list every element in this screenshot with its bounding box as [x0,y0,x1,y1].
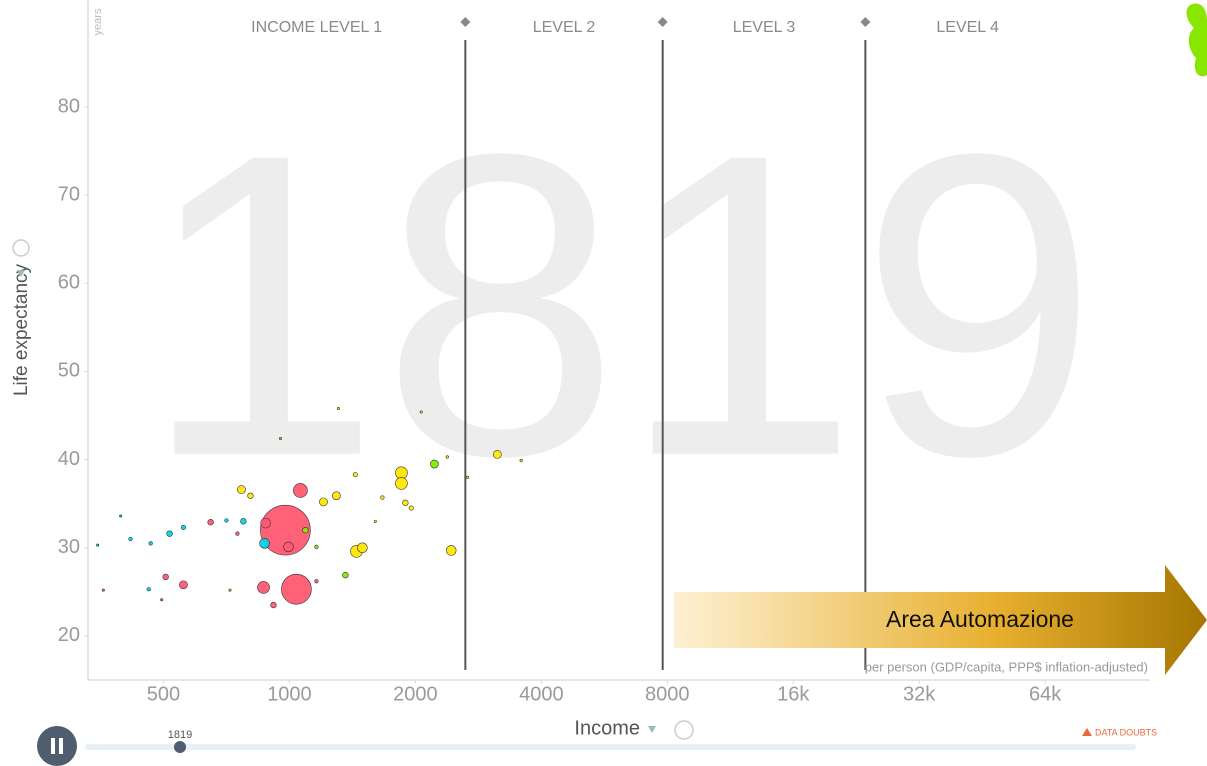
x-help[interactable] [674,720,694,740]
y-tick-label: 80 [58,95,80,117]
level-marker [460,17,471,27]
bubble [336,406,340,410]
level-label: LEVEL 2 [533,19,596,36]
decoration [1186,3,1207,77]
bubble [281,573,312,605]
bubble [237,485,246,494]
bubble [492,449,502,459]
bubble [402,499,409,506]
bubble [373,519,377,523]
y-tick-label: 30 [58,536,80,558]
bubble [247,492,254,499]
y-tick-label: 60 [58,272,80,294]
bubble [148,541,153,546]
bubble [180,524,186,531]
x-tick-label: 2000 [393,683,438,705]
bubble [260,504,311,556]
bubble [260,517,271,529]
x-unit: per person (GDP/capita, PPP$ inflation-a… [865,659,1148,674]
bubble [519,458,523,463]
bubble [314,544,319,549]
bubble [408,505,414,511]
y-axis-label[interactable]: Life expectancy [11,263,32,396]
x-axis-dropdown[interactable] [648,726,656,733]
bubble [314,579,319,584]
bubble [445,545,457,556]
bubble [465,475,469,479]
bubbles [96,406,523,609]
timeline-handle[interactable] [174,741,186,753]
y-unit: years [92,8,104,35]
bubble [332,491,341,501]
bubble [240,518,247,525]
year-watermark: 1819 [142,66,1099,546]
bubble [395,466,408,480]
bubble [162,573,169,581]
bubble [224,518,229,523]
bubble [419,410,423,414]
warning-icon[interactable] [1082,728,1092,736]
x-tick-label: 64k [1029,683,1062,705]
level-marker [860,17,871,27]
bubble [352,472,358,478]
x-tick-label: 16k [777,683,810,705]
bubble [357,542,368,554]
y-tick-label: 50 [58,360,80,382]
y-axis-dropdown[interactable] [17,270,25,277]
y-tick-label: 20 [58,624,80,646]
x-tick-label: 8000 [645,683,690,705]
level-label: LEVEL 4 [936,19,999,36]
y-tick-label: 70 [58,183,80,205]
bubble [96,543,100,547]
bubble [207,519,214,526]
bubble [270,601,277,609]
bubble [228,588,232,592]
bubble [119,514,123,518]
x-tick-label: 1000 [267,683,312,705]
level-marker [657,17,668,27]
timeline-year: 1819 [168,729,192,741]
y-tick-label: 40 [58,448,80,470]
bubble [283,541,294,553]
grid-layer: 20 30 40 50 60 70 80 500 1000 2000 4000 8000 16k 32k 6… [58,17,1062,705]
x-tick-label: 32k [903,683,936,705]
x-axis-label[interactable]: Income [574,717,640,739]
pause-icon [59,738,63,754]
bubble [257,581,270,594]
bubble [342,571,349,579]
play-button[interactable] [37,726,77,766]
level-label: INCOME LEVEL 1 [251,19,382,36]
bubble [146,587,151,592]
bubble [235,531,240,536]
overlay-arrow [674,565,1207,675]
overlay-label: Area Automazione [886,606,1074,632]
x-tick-label: 4000 [519,683,564,705]
pause-icon [51,738,55,754]
bubble [380,495,385,500]
bubble [279,436,283,440]
bubble [395,477,408,490]
bubble [293,483,308,498]
bubble [101,588,105,592]
bubble [430,459,439,469]
bubble [319,497,328,507]
bubble [166,530,173,537]
bubble [259,538,270,549]
level-label: LEVEL 3 [733,19,796,36]
bubble [160,598,164,602]
x-tick-label: 500 [147,683,180,705]
bubble [445,455,449,459]
bubble [128,536,133,542]
data-doubts[interactable]: DATA DOUBTS [1095,727,1157,737]
y-help[interactable] [12,239,30,257]
bubble [302,526,309,534]
bubble [179,580,188,590]
